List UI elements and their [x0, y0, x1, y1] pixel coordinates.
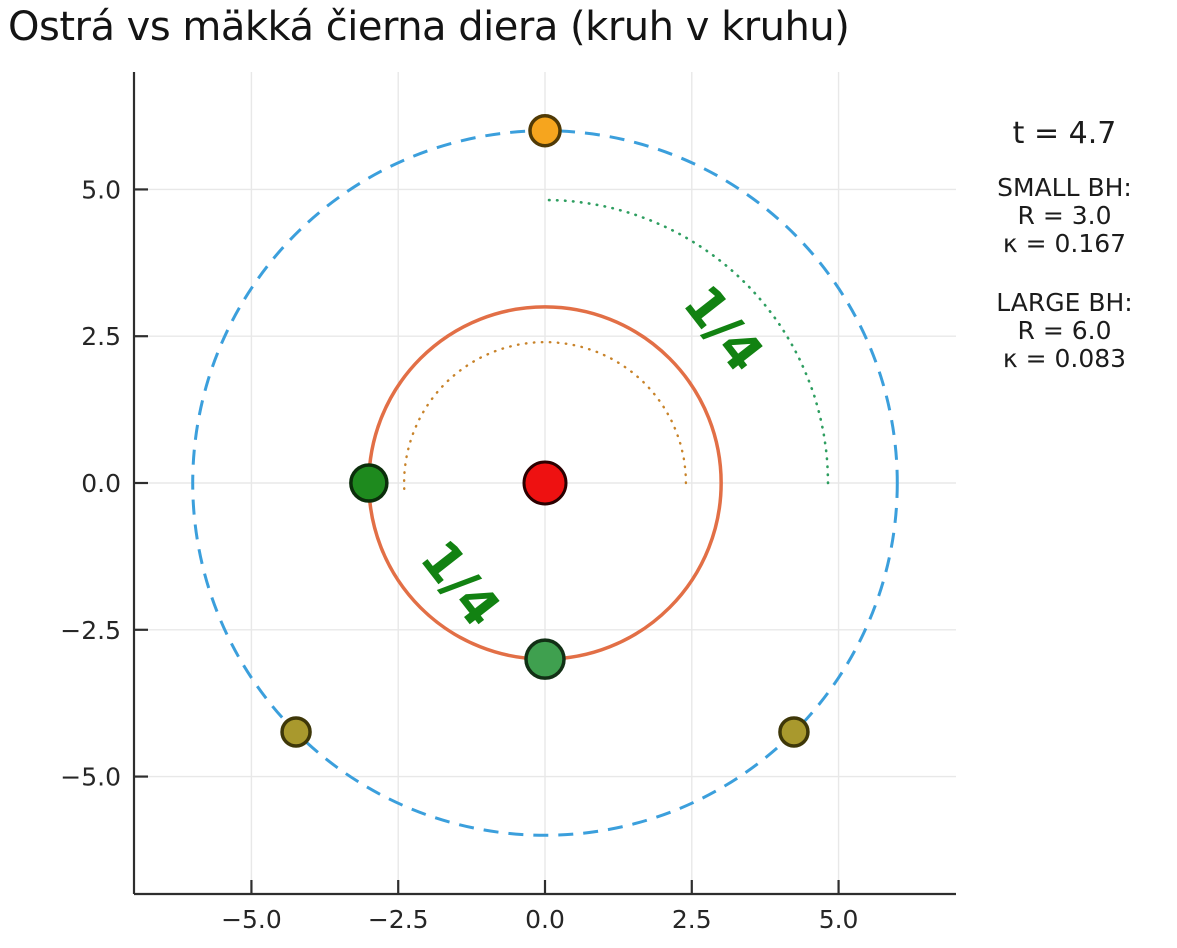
small-orbit-particle-west	[349, 463, 389, 503]
fraction-label-small-orbit: 1/4	[408, 530, 512, 639]
x-tick-label: −5.0	[221, 905, 282, 934]
large-orbit-particle-southeast	[778, 716, 810, 748]
large-orbit-particle-north	[528, 113, 562, 148]
large-bh-info: LARGE BH: R = 6.0 κ = 0.083	[952, 289, 1177, 373]
small-bh-info: SMALL BH: R = 3.0 κ = 0.167	[952, 174, 1177, 258]
black-hole-center-marker	[522, 460, 568, 506]
large-bh-radius: R = 6.0	[1017, 316, 1112, 345]
small-bh-heading: SMALL BH:	[997, 173, 1132, 202]
chart-title: Ostrá vs mäkká čierna diera (kruh v kruh…	[8, 4, 850, 50]
time-readout: t = 4.7	[1012, 116, 1117, 151]
x-tick-label: 0.0	[525, 905, 565, 934]
large-bh-swept-arc	[543, 198, 830, 485]
x-tick-label: 5.0	[819, 905, 859, 934]
large-orbit-particle-southwest	[280, 716, 312, 748]
large-bh-heading: LARGE BH:	[996, 288, 1133, 317]
small-bh-radius: R = 3.0	[1017, 201, 1112, 230]
y-tick-label: −5.0	[60, 763, 121, 792]
y-tick-label: 2.5	[81, 322, 121, 351]
x-tick-label: −2.5	[368, 905, 429, 934]
y-tick-label: −2.5	[60, 616, 121, 645]
fraction-label-large-orbit: 1/4	[671, 275, 775, 384]
small-bh-swept-arc	[402, 340, 688, 494]
small-bh-kappa: κ = 0.167	[1002, 229, 1127, 258]
y-tick-label: 5.0	[81, 175, 121, 204]
x-tick-label: 2.5	[672, 905, 712, 934]
small-orbit-particle-south	[524, 638, 566, 680]
y-tick-label: 0.0	[81, 469, 121, 498]
large-bh-kappa: κ = 0.083	[1002, 344, 1127, 373]
